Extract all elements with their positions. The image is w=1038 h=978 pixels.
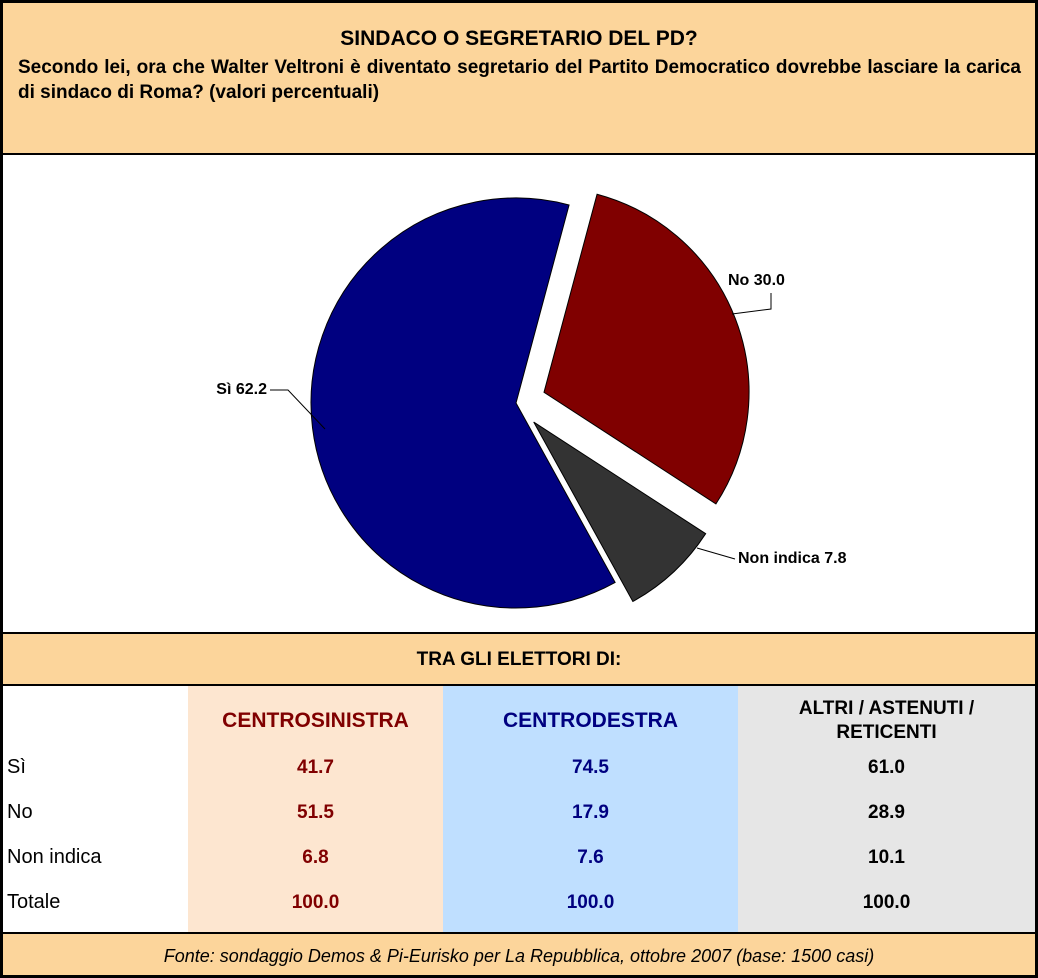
table-cell: 100.0 — [862, 892, 911, 913]
subtitle: Secondo lei, ora che Walter Veltroni è d… — [18, 57, 1021, 103]
table-column: CENTROSINISTRA 41.7 51.5 6.8 100.0 — [188, 686, 443, 932]
table-title: TRA GLI ELETTORI DI: — [3, 632, 1035, 686]
pie-slice — [543, 193, 750, 505]
slice-label: Non indica 7.8 — [738, 550, 847, 567]
leader-line — [270, 389, 326, 430]
row-label: Sì — [7, 756, 26, 778]
slice-value: 62.2 — [236, 381, 267, 398]
row-label: Non indica — [7, 846, 102, 868]
table-cell: 41.7 — [297, 757, 334, 778]
leader-line — [696, 547, 736, 560]
row-label: No — [7, 801, 33, 823]
table-cell: 17.9 — [572, 802, 609, 823]
table-cell: 28.9 — [868, 802, 905, 823]
table-cell: 61.0 — [868, 757, 905, 778]
pie-chart: Sì 62.2 No 30.0 Non indica 7.8 — [216, 193, 847, 609]
table-column: CENTRODESTRA 74.5 17.9 7.6 100.0 — [443, 686, 738, 932]
slice-label: No 30.0 — [728, 272, 785, 289]
header: SINDACO O SEGRETARIO DEL PD? Secondo lei… — [3, 3, 1035, 155]
slice-value: 30.0 — [754, 272, 785, 289]
title: SINDACO O SEGRETARIO DEL PD? — [340, 27, 698, 50]
table-cell: 6.8 — [302, 847, 329, 868]
source: Fonte: sondaggio Demos & Pi-Eurisko per … — [3, 932, 1035, 975]
slice-category: Non indica — [738, 550, 820, 567]
row-label: Totale — [7, 891, 61, 913]
table-cell: 7.6 — [577, 847, 604, 868]
table-cell: 10.1 — [868, 847, 905, 868]
slice-category: No — [728, 272, 750, 289]
pie-slice — [310, 197, 616, 609]
slice-label: Sì 62.2 — [216, 381, 267, 398]
column-header: CENTROSINISTRA — [222, 709, 409, 732]
table-cell: 100.0 — [566, 892, 615, 913]
table-column: ALTRI / ASTENUTI / RETICENTI 61.0 28.9 10.1… — [738, 686, 1035, 932]
table-cell: 51.5 — [297, 802, 334, 823]
column-header: ALTRI / ASTENUTI / RETICENTI — [798, 698, 975, 743]
pie-slice — [533, 421, 707, 603]
leader-line — [731, 293, 772, 315]
column-header: CENTRODESTRA — [502, 709, 678, 732]
table-cell: 100.0 — [291, 892, 340, 913]
table-cell: 74.5 — [572, 757, 609, 778]
slice-value: 7.8 — [824, 550, 846, 567]
slice-category: Sì — [216, 381, 231, 398]
